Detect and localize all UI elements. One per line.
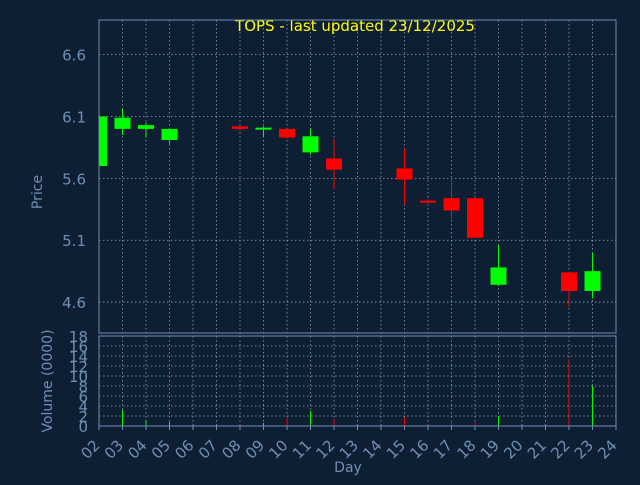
price-axis-label: Price: [30, 175, 46, 209]
volume-tick-label: 8: [78, 378, 88, 396]
volume-tick-label: 2: [78, 408, 88, 426]
candle-body: [443, 198, 460, 211]
x-tick-label: 05: [148, 436, 174, 462]
candle-body: [561, 272, 577, 291]
x-tick-label: 15: [383, 436, 409, 462]
volume-tick-label: 18: [69, 328, 88, 346]
price-tick-label: 5.6: [62, 170, 86, 188]
volume-tick-label: 0: [78, 418, 88, 436]
candle-body: [420, 200, 436, 203]
candle-body: [326, 158, 342, 170]
candle-body: [396, 168, 413, 180]
x-tick-label: 20: [500, 436, 526, 462]
candle-body: [232, 126, 248, 129]
x-tick-label: 03: [101, 436, 127, 462]
price-tick-label: 5.1: [62, 232, 86, 250]
x-tick-label: 10: [265, 436, 291, 462]
price-tick-label: 6.1: [62, 108, 86, 126]
x-tick-label: 09: [242, 436, 268, 462]
x-tick-label: 14: [359, 436, 385, 462]
volume-tick-label: 6: [78, 388, 88, 406]
x-tick-label: 16: [406, 436, 432, 462]
volume-tick-label: 4: [78, 398, 88, 416]
x-tick-label: 21: [524, 436, 550, 462]
x-tick-label: 24: [594, 436, 620, 462]
candle-body: [255, 127, 272, 130]
chart-title: TOPS - last updated 23/12/2025: [234, 17, 475, 35]
x-tick-labels: 0203040506070809101112131415161718192021…: [77, 426, 621, 463]
candle-body: [138, 125, 154, 129]
x-tick-label: 18: [453, 436, 479, 462]
candle-body: [114, 117, 131, 129]
x-tick-label: 23: [571, 436, 597, 462]
x-tick-label: 13: [336, 436, 362, 462]
candle-body: [99, 116, 107, 166]
x-axis-label: Day: [334, 460, 362, 476]
volume-axis-label: Volume (0000): [40, 329, 56, 432]
x-tick-label: 17: [430, 436, 456, 462]
volume-tick-label: 10: [69, 368, 88, 386]
candle-body: [467, 198, 483, 238]
candle-body: [584, 271, 601, 291]
price-panel: 6.6 6.1 5.6 5.1 4.6: [62, 19, 617, 334]
candle-body: [302, 136, 319, 153]
x-tick-label: 04: [124, 436, 150, 462]
x-tick-label: 12: [312, 436, 338, 462]
x-tick-label: 08: [218, 436, 244, 462]
x-tick-label: 11: [289, 436, 315, 462]
volume-tick-label: 14: [69, 348, 88, 366]
x-tick-label: 22: [547, 436, 573, 462]
volume-tick-label: 12: [69, 358, 88, 376]
candle-body: [279, 128, 295, 138]
price-frame: [98, 19, 617, 334]
price-tick-label: 4.6: [62, 294, 86, 312]
x-tick-label: 06: [171, 436, 197, 462]
x-tick-label: 19: [477, 436, 503, 462]
candle-body: [490, 267, 507, 285]
x-tick-label: 07: [195, 436, 221, 462]
candle-body: [161, 128, 178, 141]
price-tick-label: 6.6: [62, 47, 86, 65]
x-tick-label: 02: [77, 436, 103, 462]
volume-tick-label: 16: [69, 338, 88, 356]
